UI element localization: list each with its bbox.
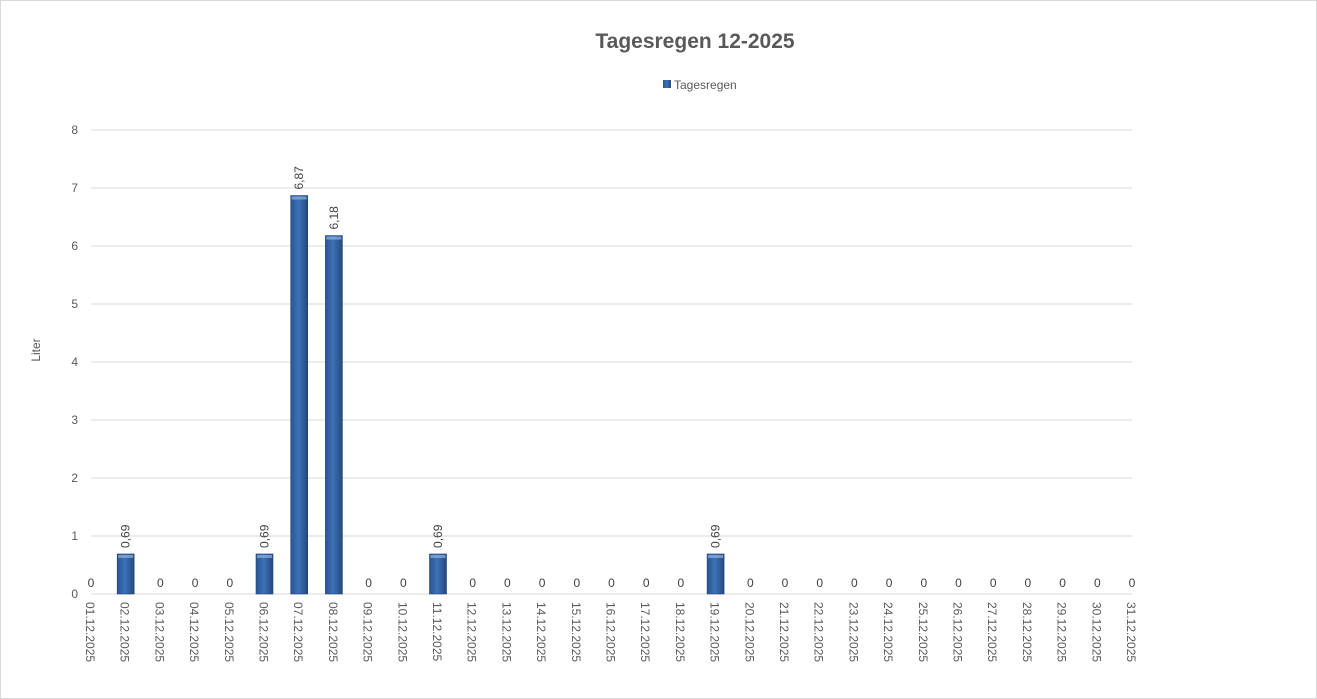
legend-label: Tagesregen bbox=[674, 78, 737, 92]
data-label: 0,69 bbox=[431, 524, 445, 548]
x-tick-label: 24.12.2025 bbox=[881, 602, 895, 662]
data-label: 0 bbox=[782, 576, 789, 590]
data-label: 0 bbox=[1129, 576, 1136, 590]
x-tick-label: 15.12.2025 bbox=[569, 602, 583, 662]
data-label: 0 bbox=[990, 576, 997, 590]
x-tick-label: 17.12.2025 bbox=[638, 602, 652, 662]
data-label: 0 bbox=[678, 576, 685, 590]
x-tick-label: 14.12.2025 bbox=[534, 602, 548, 662]
x-tick-label: 11.12.2025 bbox=[430, 602, 444, 661]
x-tick-label: 07.12.2025 bbox=[291, 602, 305, 662]
bar bbox=[325, 235, 343, 595]
x-tick-label: 10.12.2025 bbox=[395, 602, 409, 662]
x-tick-label: 02.12.2025 bbox=[118, 602, 132, 662]
x-tick-label: 08.12.2025 bbox=[326, 602, 340, 662]
y-axis-label: Liter bbox=[29, 338, 43, 361]
bar bbox=[116, 553, 135, 595]
legend: Tagesregen bbox=[663, 78, 737, 92]
data-label: 0 bbox=[157, 576, 164, 590]
data-label: 0 bbox=[504, 576, 511, 590]
data-label: 0 bbox=[192, 576, 199, 590]
y-tick-label: 2 bbox=[71, 471, 78, 485]
x-tick-label: 21.12.2025 bbox=[777, 602, 791, 662]
bar-cap bbox=[291, 196, 307, 200]
x-tick-label: 29.12.2025 bbox=[1055, 602, 1069, 662]
data-label: 0 bbox=[1094, 576, 1101, 590]
y-axis-ticks: 0 1 2 3 4 5 6 7 8 bbox=[71, 123, 78, 601]
data-label: 0 bbox=[1059, 576, 1066, 590]
x-tick-label: 27.12.2025 bbox=[985, 602, 999, 662]
x-tick-label: 18.12.2025 bbox=[673, 602, 687, 662]
x-tick-label: 31.12.2025 bbox=[1124, 602, 1138, 662]
x-tick-label: 23.12.2025 bbox=[846, 602, 860, 662]
data-label: 0 bbox=[816, 576, 823, 590]
x-tick-label: 26.12.2025 bbox=[951, 602, 965, 662]
bar bbox=[429, 553, 447, 595]
bar-cap bbox=[118, 554, 134, 558]
bar bbox=[290, 195, 309, 595]
y-tick-label: 8 bbox=[71, 123, 78, 137]
x-tick-label: 09.12.2025 bbox=[361, 602, 375, 662]
data-label: 0,69 bbox=[709, 524, 723, 548]
data-label: 0 bbox=[88, 576, 95, 590]
x-tick-label: 12.12.2025 bbox=[465, 602, 479, 662]
x-tick-label: 05.12.2025 bbox=[222, 602, 236, 662]
x-tick-label: 03.12.2025 bbox=[152, 602, 166, 662]
data-label: 0 bbox=[920, 576, 927, 590]
bars bbox=[116, 195, 725, 595]
data-label: 0 bbox=[539, 576, 546, 590]
x-tick-label: 06.12.2025 bbox=[257, 602, 271, 662]
data-label: 0 bbox=[226, 576, 233, 590]
y-tick-label: 3 bbox=[71, 413, 78, 427]
y-tick-label: 1 bbox=[71, 529, 78, 543]
data-label: 0 bbox=[365, 576, 372, 590]
x-tick-label: 13.12.2025 bbox=[499, 602, 513, 662]
x-tick-label: 04.12.2025 bbox=[187, 602, 201, 662]
data-label: 0 bbox=[747, 576, 754, 590]
gridlines bbox=[91, 129, 1132, 595]
data-label: 0 bbox=[886, 576, 893, 590]
data-label: 0 bbox=[608, 576, 615, 590]
x-tick-label: 22.12.2025 bbox=[812, 602, 826, 662]
data-label: 0 bbox=[955, 576, 962, 590]
x-tick-label: 30.12.2025 bbox=[1089, 602, 1103, 662]
data-label: 0 bbox=[400, 576, 407, 590]
y-tick-label: 5 bbox=[71, 297, 78, 311]
bar bbox=[255, 553, 274, 595]
data-label: 6,87 bbox=[292, 166, 306, 190]
data-label: 0 bbox=[851, 576, 858, 590]
data-label: 0,69 bbox=[258, 524, 272, 548]
y-tick-label: 6 bbox=[71, 239, 78, 253]
data-label: 0 bbox=[573, 576, 580, 590]
chart-title: Tagesregen 12-2025 bbox=[595, 30, 795, 53]
bar-cap bbox=[326, 236, 342, 240]
data-label: 0 bbox=[643, 576, 650, 590]
x-tick-label: 16.12.2025 bbox=[604, 602, 618, 662]
bar-cap bbox=[257, 554, 272, 558]
data-label: 6,18 bbox=[327, 206, 341, 230]
x-tick-label: 25.12.2025 bbox=[916, 602, 930, 662]
x-axis-ticks: 01.12.2025 02.12.2025 03.12.2025 04.12.2025… bbox=[83, 602, 1138, 662]
y-tick-label: 7 bbox=[71, 181, 78, 195]
data-label: 0,69 bbox=[119, 524, 133, 548]
bar-cap bbox=[708, 554, 724, 558]
x-tick-label: 28.12.2025 bbox=[1020, 602, 1034, 662]
x-tick-label: 20.12.2025 bbox=[742, 602, 756, 662]
y-tick-label: 0 bbox=[71, 587, 78, 601]
data-labels: 0 0,69 0 0 0 0,69 6,87 6,18 0 0 0,69 0 0 0 0 0 0 0 0,69 0 0 0… bbox=[88, 166, 1136, 590]
bar bbox=[706, 553, 725, 595]
bar-cap bbox=[430, 554, 446, 558]
data-label: 0 bbox=[1025, 576, 1032, 590]
x-tick-label: 19.12.2025 bbox=[708, 602, 722, 662]
data-label: 0 bbox=[469, 576, 476, 590]
legend-swatch bbox=[663, 80, 671, 88]
x-tick-label: 01.12.2025 bbox=[83, 602, 97, 662]
y-tick-label: 4 bbox=[71, 355, 78, 369]
